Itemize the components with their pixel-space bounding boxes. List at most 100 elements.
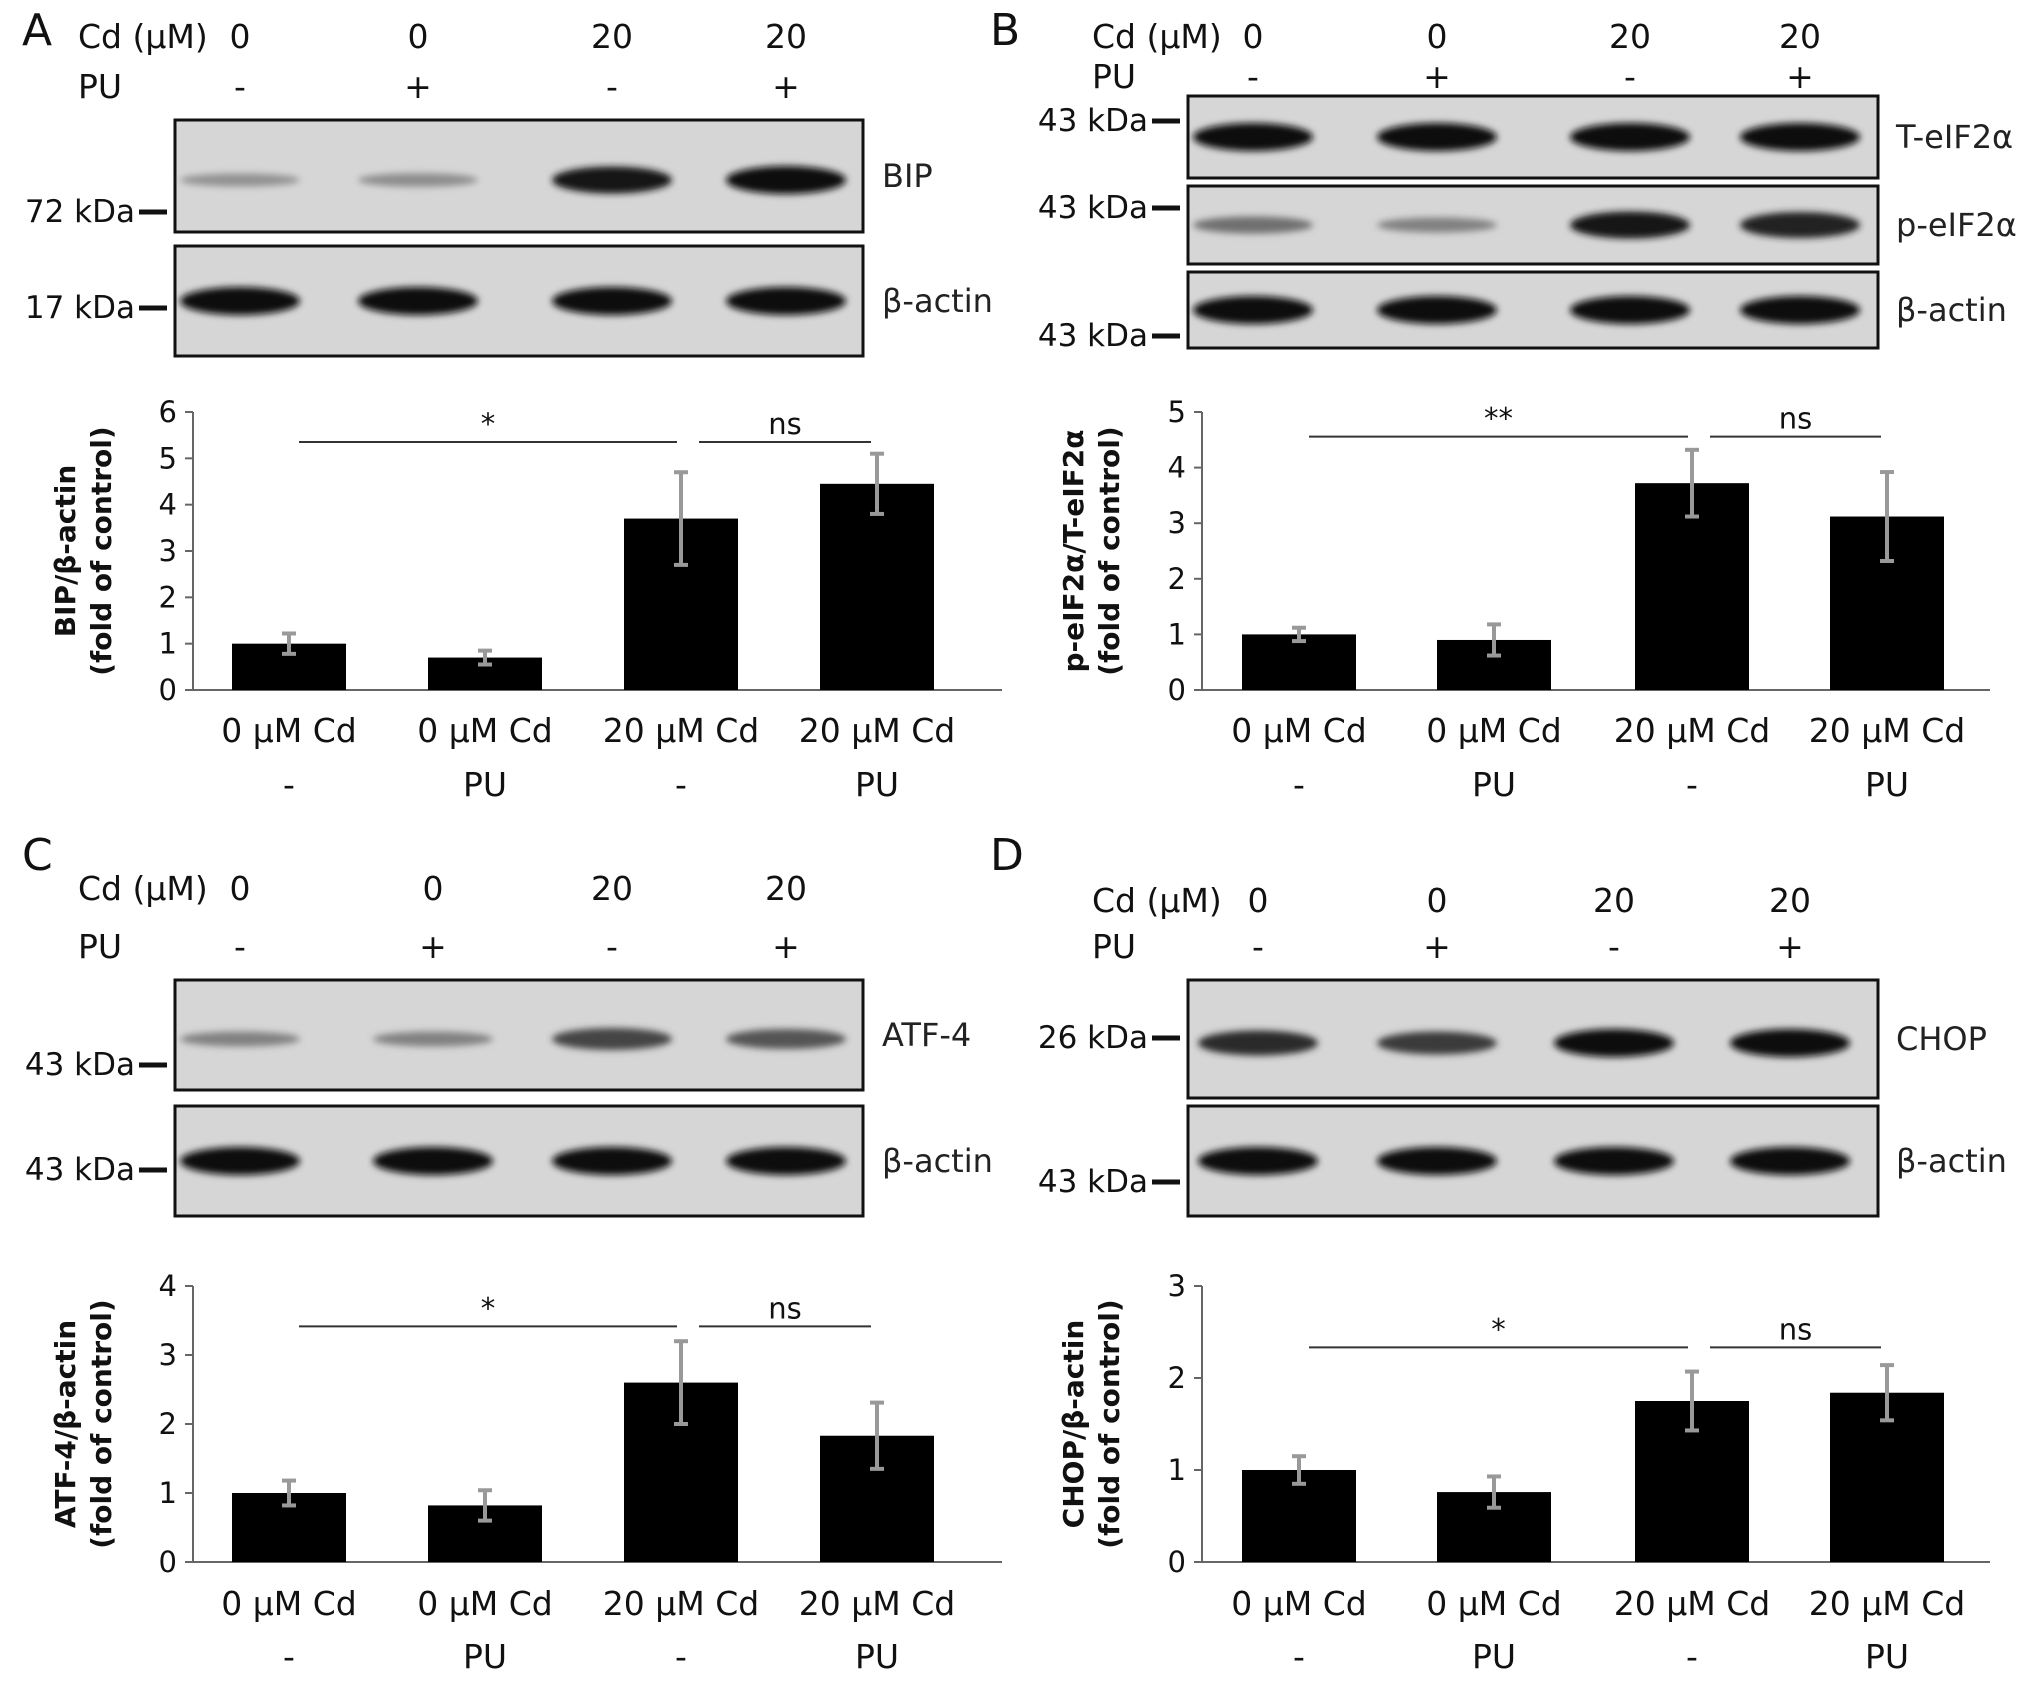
panel-letter: B (990, 5, 1020, 56)
x-treatment-label: PU (855, 765, 899, 804)
x-treatment-label: - (1293, 1637, 1305, 1676)
kda-marker-label: 43 kDa (25, 1047, 135, 1083)
blot-band (726, 1029, 846, 1049)
lane-pu-value: + (1423, 927, 1451, 966)
blot-band (180, 1147, 300, 1175)
x-treatment-label: - (283, 765, 295, 804)
blot-strip: 43 kDa β-actin (1038, 1104, 2007, 1218)
blot-band (1377, 1147, 1497, 1175)
lane-cd-value: 20 (591, 17, 633, 56)
x-treatment-label: - (1686, 765, 1698, 804)
blot-band (180, 287, 300, 315)
blot-band (726, 166, 846, 194)
protein-label: β-actin (882, 1142, 993, 1180)
x-category-label: 20 μM Cd (1809, 1584, 1965, 1623)
y-tick-label: 2 (159, 1407, 177, 1441)
lane-cd-value: 0 (1248, 881, 1269, 920)
kda-marker-label: 43 kDa (1038, 103, 1148, 139)
kda-marker-label: 26 kDa (1038, 1020, 1148, 1056)
lane-pu-value: + (419, 927, 447, 966)
blot-strip: 17 kDa β-actin (25, 244, 993, 358)
lane-pu-value: + (1423, 57, 1451, 96)
lane-cd-value: 20 (1779, 17, 1821, 56)
bar-chart-c: 0 1 2 3 4 ATF-4/β-actin (fold of control) 0 μM … (49, 1269, 1002, 1676)
y-tick-label: 3 (1168, 506, 1186, 540)
bar-chart-b: 0 1 2 3 4 5 p-eIF2α/T-eIF2α (fold of control) 0 … (1057, 395, 1990, 804)
bar (820, 483, 934, 690)
x-treatment-label: - (675, 1637, 687, 1676)
lane-cd-value: 20 (1609, 17, 1651, 56)
y-axis-label: ATF-4/β-actin (49, 1320, 82, 1528)
y-tick-label: 4 (159, 488, 177, 522)
panel-letter: D (990, 830, 1024, 881)
x-category-label: 0 μM Cd (417, 1584, 552, 1623)
y-tick-label: 3 (1168, 1269, 1186, 1303)
protein-label: ATF-4 (882, 1016, 971, 1054)
lane-cd-value: 20 (765, 869, 807, 908)
lane-pu-value: - (234, 927, 246, 966)
y-axis-label: CHOP/β-actin (1057, 1320, 1090, 1529)
x-category-label: 0 μM Cd (221, 711, 356, 750)
blot-band (1554, 1147, 1674, 1175)
lane-pu-value: - (234, 67, 246, 106)
blot-strip: 72 kDa BIP (25, 118, 933, 234)
blot-strip: 43 kDa T-eIF2α (1038, 94, 2013, 180)
y-tick-label: 1 (1168, 617, 1186, 651)
x-treatment-label: PU (855, 1637, 899, 1676)
y-tick-label: 2 (159, 580, 177, 614)
y-tick-label: 2 (1168, 1361, 1186, 1395)
lane-pu-value: - (606, 67, 618, 106)
y-axis-label: BIP/β-actin (49, 465, 82, 638)
blot-band (1198, 1030, 1318, 1056)
significance-label: ns (1779, 1312, 1813, 1346)
protein-label: BIP (882, 157, 933, 195)
protein-label: T-eIF2α (1895, 118, 2013, 156)
kda-marker-label: 17 kDa (25, 290, 135, 326)
lane-cd-value: 0 (1427, 17, 1448, 56)
panel-letter: C (22, 830, 53, 881)
bar-chart-d: 0 1 2 3 CHOP/β-actin (fold of control) 0 μM Cd… (1057, 1269, 1990, 1676)
y-tick-label: 3 (159, 534, 177, 568)
blot-band (726, 1147, 846, 1175)
x-treatment-label: PU (1472, 765, 1516, 804)
panel-c: C Cd (μM) PU 0 0 20 20 - + - +43 kDa ATF-4 43 kDa β-a… (22, 830, 993, 1218)
significance-label: ns (1779, 402, 1813, 436)
y-tick-label: 1 (1168, 1453, 1186, 1487)
blot-band (552, 287, 672, 315)
cd-concentration-label: Cd (μM) (1092, 17, 1222, 56)
cd-concentration-label: Cd (μM) (78, 17, 208, 56)
blot-band (1198, 1147, 1318, 1175)
lane-pu-value: + (1786, 57, 1814, 96)
blot-band (552, 166, 672, 194)
significance-label: ns (768, 407, 802, 441)
blot-band (1730, 1029, 1850, 1057)
lane-pu-value: - (1624, 57, 1636, 96)
blot-band (1377, 1031, 1497, 1055)
y-axis-label: (fold of control) (85, 426, 118, 675)
x-category-label: 20 μM Cd (1614, 1584, 1770, 1623)
blot-band (1377, 217, 1497, 233)
blot-band (1193, 216, 1313, 234)
blot-band (180, 173, 300, 187)
y-axis-label: (fold of control) (1093, 426, 1126, 675)
blot-band (1740, 123, 1860, 151)
y-tick-label: 2 (1168, 562, 1186, 596)
kda-marker-label: 72 kDa (25, 194, 135, 230)
x-treatment-label: PU (463, 1637, 507, 1676)
blot-band (1740, 212, 1860, 238)
panel-d: D Cd (μM) PU 0 0 20 20 - + - +26 kDa CHOP 43 kDa β-ac… (990, 830, 2007, 1218)
lane-cd-value: 0 (230, 17, 251, 56)
blot-band (1730, 1147, 1850, 1175)
y-tick-label: 1 (159, 627, 177, 661)
lane-pu-value: - (1252, 927, 1264, 966)
blot-band (180, 1031, 300, 1047)
lane-pu-value: + (404, 67, 432, 106)
kda-marker-label: 43 kDa (1038, 190, 1148, 226)
y-tick-label: 1 (159, 1476, 177, 1510)
x-category-label: 0 μM Cd (417, 711, 552, 750)
kda-marker-label: 43 kDa (1038, 318, 1148, 354)
y-tick-label: 0 (1168, 673, 1186, 707)
bar (1242, 634, 1356, 690)
x-category-label: 20 μM Cd (799, 1584, 955, 1623)
x-category-label: 20 μM Cd (603, 711, 759, 750)
